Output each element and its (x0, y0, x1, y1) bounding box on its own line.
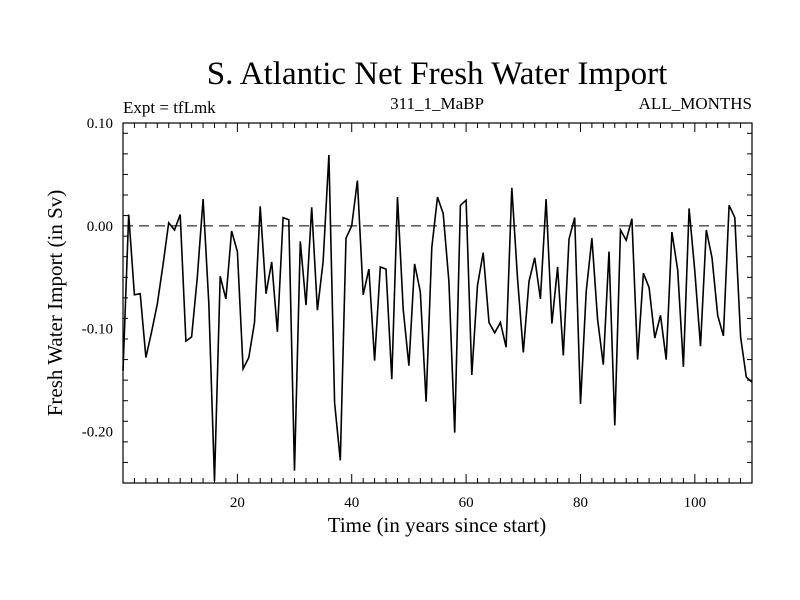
x-tick-label: 60 (459, 495, 474, 511)
x-axis-ticks: 20 40 60 80 100 (122, 123, 753, 511)
y-tick-label: -0.10 (82, 322, 113, 338)
x-axis-label: Time (in years since start) (328, 513, 547, 537)
y-tick-label: -0.20 (82, 425, 113, 441)
y-axis-ticks: 0.10 0.00 -0.10 -0.20 (82, 116, 752, 484)
y-tick-label: 0.10 (87, 116, 113, 132)
y-tick-label: 0.00 (87, 219, 113, 235)
x-tick-label: 40 (344, 495, 359, 511)
x-tick-label: 100 (684, 495, 707, 511)
experiment-label: Expt = tfLmk (123, 98, 216, 117)
series-group (122, 154, 753, 481)
chart-title: S. Atlantic Net Fresh Water Import (207, 56, 668, 92)
run-id-label: 311_1_MaBP (390, 94, 484, 113)
series-line-0 (122, 154, 753, 481)
x-tick-label: 20 (230, 495, 245, 511)
x-tick-label: 80 (573, 495, 588, 511)
months-label: ALL_MONTHS (639, 94, 752, 113)
plot-frame (122, 122, 753, 484)
y-axis-label: Fresh Water Import (in Sv) (43, 190, 67, 417)
